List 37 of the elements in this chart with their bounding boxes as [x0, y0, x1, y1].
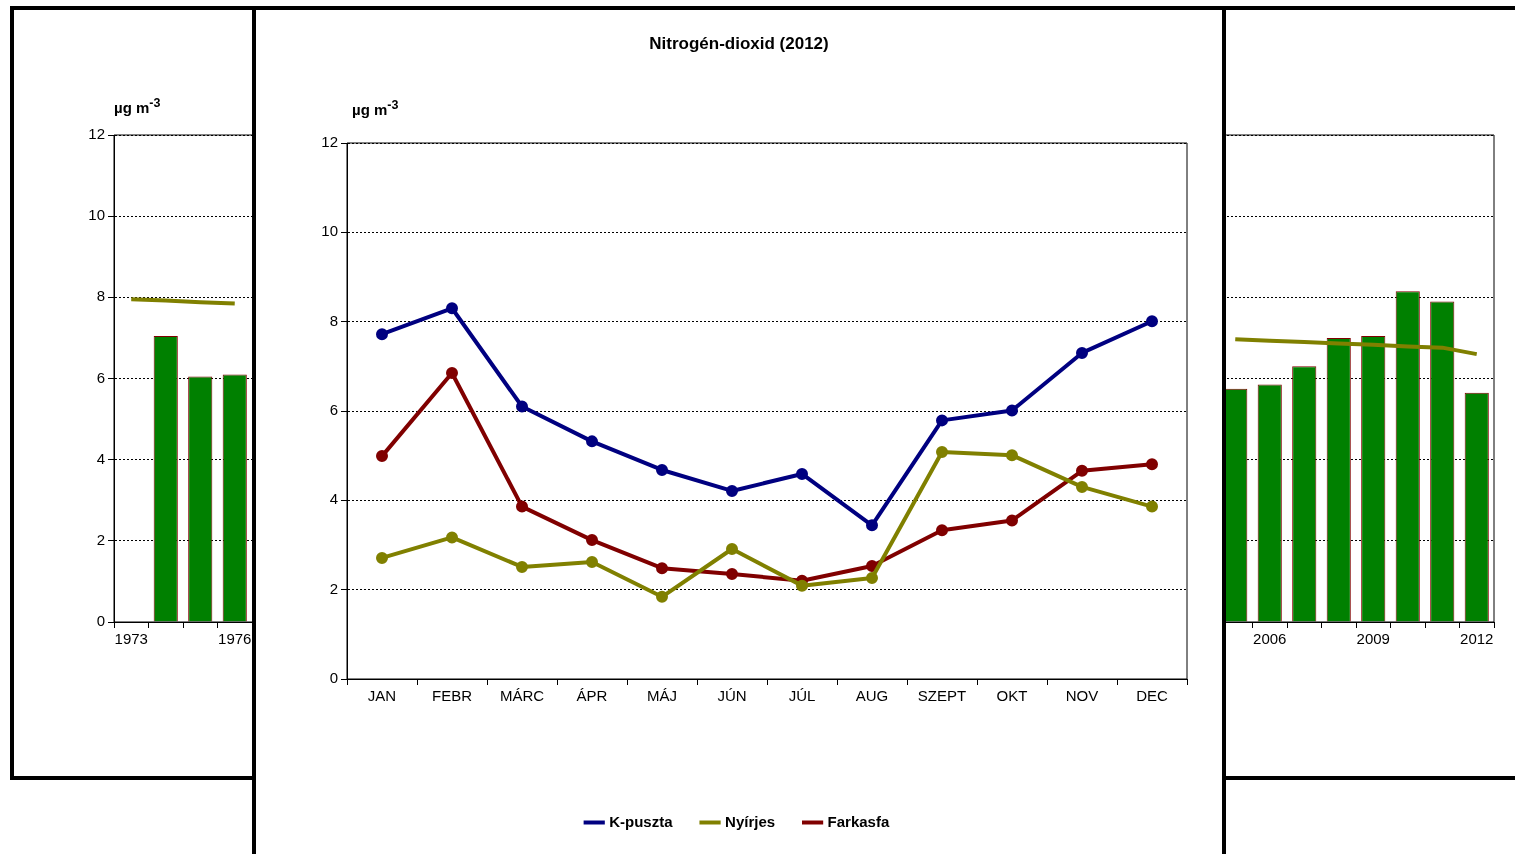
chart-title: Nitrogén-dioxid (2012) — [648, 34, 830, 54]
x-tick-label: 2009 — [1356, 630, 1390, 648]
y-tick-label: 8 — [329, 311, 338, 329]
y-tick-label: 12 — [88, 125, 105, 143]
y-tick-label: 0 — [96, 612, 105, 630]
legend-label: Farkasfa — [827, 812, 890, 830]
x-tick-label: ÁPR — [576, 687, 608, 705]
x-tick-label: 2006 — [1253, 630, 1287, 648]
y-tick-label: 8 — [96, 287, 105, 305]
x-tick-label: 1976 — [218, 630, 252, 648]
x-tick-label: 1973 — [114, 630, 148, 648]
x-tick-label: NOV — [1065, 687, 1099, 705]
y-tick-label: 0 — [329, 669, 338, 687]
x-tick-label: FEBR — [431, 687, 473, 705]
x-tick-label: MÁJ — [647, 687, 677, 705]
x-tick-label: OKT — [996, 687, 1028, 705]
y-tick-label: 10 — [321, 222, 338, 240]
y-tick-label: 12 — [321, 133, 338, 151]
y-tick-label: 10 — [88, 206, 105, 224]
y-tick-label: 4 — [96, 449, 105, 467]
x-tick-label: JÚL — [788, 687, 816, 705]
x-tick-label: JAN — [367, 687, 397, 705]
x-tick-label: 2012 — [1460, 630, 1494, 648]
legend-label: K-puszta — [609, 812, 674, 830]
y-tick-label: 6 — [96, 368, 105, 386]
y-tick-label: 4 — [329, 490, 338, 508]
x-tick-label: AUG — [855, 687, 889, 705]
y-tick-label: 2 — [329, 579, 338, 597]
y-tick-label: 2 — [96, 530, 105, 548]
x-tick-label: SZEPT — [917, 687, 967, 705]
y-axis-title: µg m$^{-3}$ — [114, 96, 161, 116]
x-tick-label: MÁRC — [499, 687, 545, 705]
x-tick-label: JÚN — [717, 687, 747, 705]
y-tick-label: 6 — [329, 401, 338, 419]
legend-label: Nyírjes — [725, 812, 776, 830]
y-axis-title: µg m$^{-3}$ — [352, 98, 399, 118]
x-tick-label: DEC — [1136, 687, 1168, 705]
